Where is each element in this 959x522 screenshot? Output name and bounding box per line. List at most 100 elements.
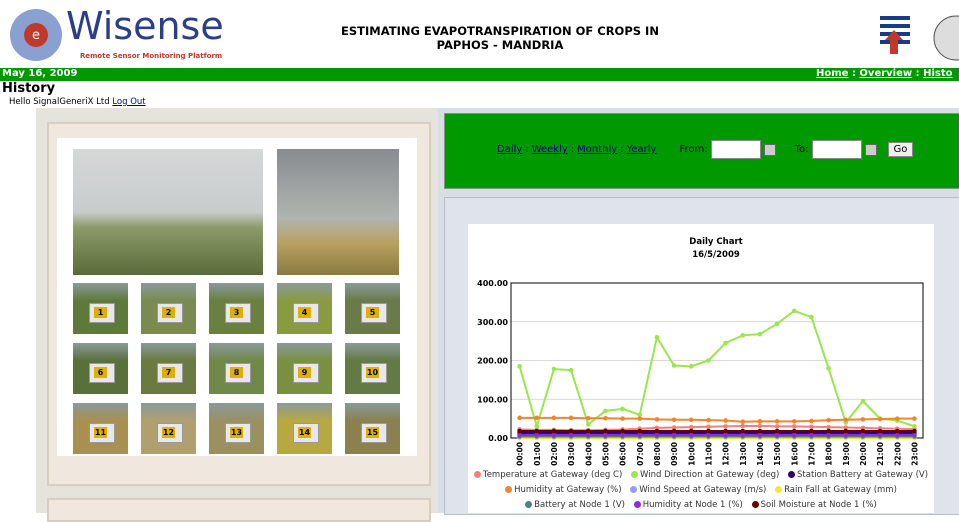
page-heading: History bbox=[2, 81, 55, 96]
data-point bbox=[689, 417, 694, 422]
x-tick-label: 13:00 bbox=[739, 442, 748, 466]
data-point bbox=[878, 417, 883, 422]
data-point bbox=[706, 418, 711, 423]
y-tick-label: 100.00 bbox=[477, 395, 508, 404]
legend: Temperature at Gateway (deg C) Wind Dire… bbox=[470, 468, 932, 513]
logout-link[interactable]: Log Out bbox=[112, 97, 145, 107]
data-point bbox=[912, 424, 917, 429]
period-link[interactable]: Monthly bbox=[577, 144, 617, 155]
x-tick-label: 23:00 bbox=[910, 442, 919, 466]
sensor-number: 10 bbox=[366, 367, 379, 378]
legend-item: Wind Speed at Gateway (m/s) bbox=[630, 485, 766, 495]
data-point bbox=[792, 424, 797, 429]
legend-marker bbox=[474, 471, 481, 478]
calendar-button[interactable] bbox=[865, 144, 877, 156]
sensor-number: 15 bbox=[366, 427, 379, 438]
nav-link[interactable]: Overview bbox=[859, 68, 912, 79]
sensor-number: 9 bbox=[298, 367, 311, 378]
data-point bbox=[517, 429, 522, 434]
from-input[interactable] bbox=[711, 140, 761, 159]
logo-icon: e bbox=[8, 6, 68, 64]
data-point bbox=[912, 416, 917, 421]
data-point bbox=[826, 429, 831, 434]
data-point bbox=[517, 416, 522, 421]
data-point bbox=[706, 358, 711, 363]
x-tick-label: 11:00 bbox=[704, 442, 713, 466]
data-point bbox=[534, 416, 539, 421]
data-point bbox=[569, 429, 574, 434]
chart-subtitle: 16/5/2009 bbox=[692, 250, 740, 260]
data-point bbox=[775, 419, 780, 424]
data-point bbox=[517, 364, 522, 369]
legend-label: Rain Fall at Gateway (mm) bbox=[784, 485, 897, 495]
x-tick-label: 22:00 bbox=[893, 442, 902, 466]
data-point bbox=[912, 429, 917, 434]
data-point bbox=[706, 424, 711, 429]
period-separator: : bbox=[525, 144, 528, 155]
sensor-number: 3 bbox=[230, 307, 243, 318]
to-input[interactable] bbox=[812, 140, 862, 159]
x-tick-label: 06:00 bbox=[619, 442, 628, 466]
period-link[interactable]: Daily bbox=[497, 144, 522, 155]
nav-link[interactable]: Home bbox=[816, 68, 848, 79]
data-point bbox=[809, 429, 814, 434]
go-button[interactable]: Go bbox=[888, 142, 914, 157]
data-point bbox=[809, 419, 814, 424]
legend-item: Temperature at Gateway (deg C) bbox=[474, 470, 622, 480]
legend-item: Wind Direction at Gateway (deg) bbox=[631, 470, 779, 480]
nav-link[interactable]: Histo bbox=[923, 68, 952, 79]
legend-marker bbox=[634, 501, 641, 508]
data-point bbox=[620, 429, 625, 434]
station-photo bbox=[277, 149, 399, 275]
data-point bbox=[809, 424, 814, 429]
data-point bbox=[740, 333, 745, 338]
sensor-number: 2 bbox=[162, 307, 175, 318]
y-tick-label: 0.00 bbox=[488, 434, 508, 443]
x-tick-label: 19:00 bbox=[842, 442, 851, 466]
svg-text:e: e bbox=[32, 28, 40, 43]
legend-label: Humidity at Gateway (%) bbox=[514, 485, 621, 495]
legend-label: Soil Moisture at Node 1 (%) bbox=[761, 500, 877, 510]
data-point bbox=[861, 399, 866, 404]
x-tick-label: 18:00 bbox=[825, 442, 834, 466]
data-point bbox=[655, 335, 660, 340]
sensor-number: 1 bbox=[94, 307, 107, 318]
data-point bbox=[569, 368, 574, 373]
data-point bbox=[758, 429, 763, 434]
series-line bbox=[520, 426, 915, 430]
series-line bbox=[520, 418, 915, 422]
legend-item: Soil Moisture at Node 1 (%) bbox=[752, 500, 877, 510]
landscape-photo bbox=[73, 149, 263, 275]
period-separator: : bbox=[620, 144, 623, 155]
data-point bbox=[740, 419, 745, 424]
partner-logos bbox=[876, 10, 959, 65]
photo-frame bbox=[47, 498, 431, 522]
data-point bbox=[792, 429, 797, 434]
from-label: From: bbox=[679, 144, 707, 155]
data-point bbox=[826, 366, 831, 371]
legend-marker bbox=[752, 501, 759, 508]
legend-marker bbox=[631, 471, 638, 478]
data-point bbox=[672, 363, 677, 368]
data-point bbox=[843, 417, 848, 422]
x-tick-label: 02:00 bbox=[550, 442, 559, 466]
data-point bbox=[723, 424, 728, 429]
data-point bbox=[723, 418, 728, 423]
x-tick-label: 10:00 bbox=[687, 442, 696, 466]
data-point bbox=[809, 315, 814, 320]
period-link[interactable]: Weekly bbox=[532, 144, 568, 155]
nav-separator: : bbox=[916, 68, 920, 79]
period-link[interactable]: Yearly bbox=[627, 144, 657, 155]
data-point bbox=[586, 416, 591, 421]
data-point bbox=[740, 429, 745, 434]
legend-item: Station Battery at Gateway (V) bbox=[788, 470, 928, 480]
data-point bbox=[758, 419, 763, 424]
logo-tagline: Remote Sensor Monitoring Platform bbox=[80, 52, 222, 60]
data-point bbox=[586, 422, 591, 427]
calendar-button[interactable] bbox=[764, 144, 776, 156]
x-tick-label: 09:00 bbox=[670, 442, 679, 466]
x-tick-label: 21:00 bbox=[876, 442, 885, 466]
nav-links: Home : Overview : Histo bbox=[816, 68, 953, 79]
sensor-number: 5 bbox=[366, 307, 379, 318]
y-tick-label: 300.00 bbox=[477, 318, 508, 327]
